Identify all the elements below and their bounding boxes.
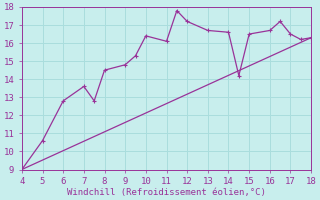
X-axis label: Windchill (Refroidissement éolien,°C): Windchill (Refroidissement éolien,°C) <box>67 188 266 197</box>
